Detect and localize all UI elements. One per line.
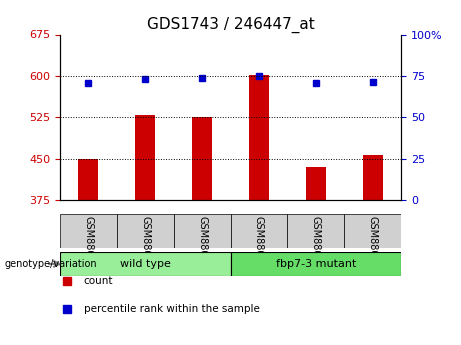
- Bar: [192, 117, 212, 200]
- Bar: [78, 159, 98, 200]
- Text: GSM88044: GSM88044: [140, 216, 150, 268]
- Title: GDS1743 / 246447_at: GDS1743 / 246447_at: [147, 17, 314, 33]
- FancyBboxPatch shape: [230, 214, 287, 248]
- FancyBboxPatch shape: [60, 252, 230, 276]
- Text: GSM88052: GSM88052: [254, 216, 264, 269]
- FancyBboxPatch shape: [230, 252, 401, 276]
- Bar: [135, 115, 155, 200]
- Bar: [249, 75, 269, 200]
- Bar: [363, 155, 383, 200]
- Text: GSM88043: GSM88043: [83, 216, 94, 268]
- Bar: [306, 167, 326, 200]
- Text: count: count: [84, 276, 113, 286]
- Text: fbp7-3 mutant: fbp7-3 mutant: [276, 259, 356, 269]
- FancyBboxPatch shape: [60, 214, 117, 248]
- Text: GSM88054: GSM88054: [367, 216, 378, 268]
- FancyBboxPatch shape: [174, 214, 230, 248]
- Text: GSM88053: GSM88053: [311, 216, 321, 268]
- FancyBboxPatch shape: [344, 214, 401, 248]
- Text: wild type: wild type: [120, 259, 171, 269]
- Text: percentile rank within the sample: percentile rank within the sample: [84, 304, 260, 314]
- FancyBboxPatch shape: [117, 214, 174, 248]
- FancyBboxPatch shape: [287, 214, 344, 248]
- Text: GSM88045: GSM88045: [197, 216, 207, 268]
- Text: genotype/variation: genotype/variation: [5, 259, 97, 269]
